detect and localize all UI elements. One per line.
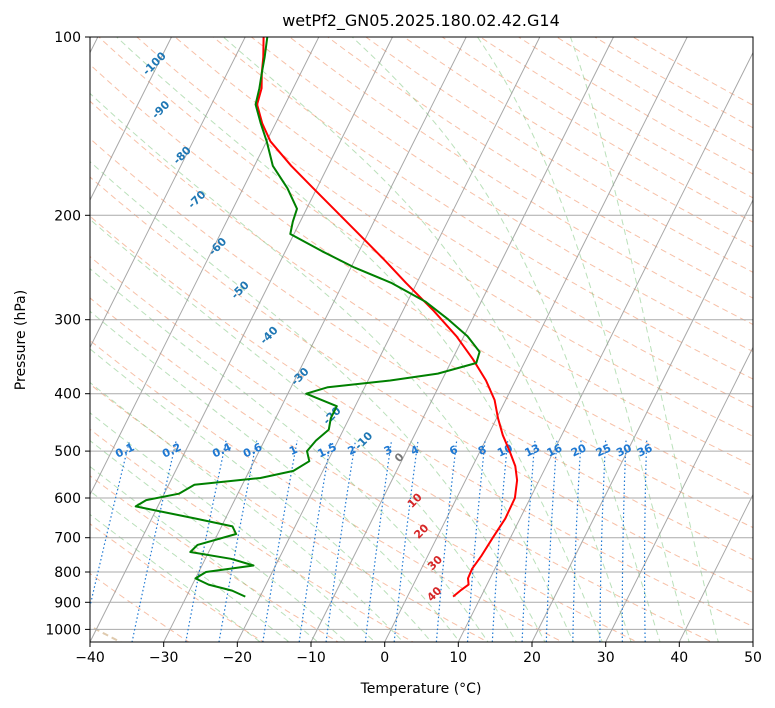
isotherm-line [90,37,393,642]
y-tick-label: 500 [54,444,81,460]
dry-adiabat-line [90,428,414,642]
x-tick-label: 0 [380,650,389,666]
isotherm-line [90,37,172,202]
mixing-ratio-line [491,440,509,642]
dry-adiabat-line [288,37,753,326]
mixing-ratio-line [599,440,607,642]
isotherm-line [457,51,753,642]
y-tick-label: 800 [54,565,81,581]
mixing-ratio-line [393,440,419,642]
x-tick-label: −30 [149,650,179,666]
plot-area: 0.1 0.2 0.4 0.6 1 1.5 2 3 4 6 8 10 13 16 20 25 30 36-100-… [90,37,753,642]
isotherm-line [531,198,753,642]
y-tick-label: 300 [54,313,81,329]
dry-adiabat-line [90,215,753,628]
y-tick-label: 200 [54,208,81,224]
isotherm-line [384,37,688,642]
y-tick-label: 900 [54,595,81,611]
mixing-ratio-line [545,440,558,642]
dry-adiabat-line [136,37,753,437]
y-tick-label: 400 [54,387,81,403]
temperature-profile-line [256,37,519,598]
mixing-ratio-line [572,440,582,642]
x-tick-label: 30 [597,650,615,666]
isotherm-line [236,37,541,642]
mixing-ratio-line [644,440,648,642]
chart-title: wetPf2_GN05.2025.180.02.42.G14 [282,11,560,31]
dry-adiabat-line [90,100,753,529]
mixing-ratio-line [521,440,536,642]
x-tick-label: 50 [744,650,762,666]
dry-adiabat-line [174,37,753,408]
dewpoint-profile-line [134,37,481,598]
dry-adiabat-line [90,137,753,561]
mixing-ratio-label: 36 [635,441,655,459]
mixing-ratio-line [325,440,357,642]
y-tick-label: 700 [54,531,81,547]
x-tick-label: 20 [523,650,541,666]
x-axis-label: Temperature (°C) [360,681,482,697]
mixing-ratio-line [621,440,627,642]
isotherm-line [90,37,246,349]
mixing-ratio-label: 16 [545,441,565,459]
dry-adiabats [90,37,753,642]
y-tick-label: 100 [54,30,81,46]
mixing-ratio-label: 20 [569,441,589,459]
x-axis-ticks: −40 −30 −20 −10 0 10 20 30 40 50 [75,642,762,666]
plot-frame [89,36,754,643]
mixing-ratio-line [364,440,393,642]
dry-adiabat-line [90,339,564,642]
mixing-ratio-label: 30 [614,441,634,459]
mixing-ratio-line [298,440,332,642]
isobar-gridlines [90,37,753,630]
dry-adiabat-line [90,297,639,642]
y-axis-ticks: 100 200 300 400 500 600 700 800 900 1000 [45,30,90,638]
y-axis-label: Pressure (hPa) [13,290,29,390]
x-tick-label: −20 [223,650,253,666]
dry-adiabat-line [90,255,713,642]
x-tick-label: 40 [670,650,688,666]
dry-adiabat-line [90,63,753,497]
isotherm-line [310,37,614,642]
moist-adiabat-line [90,439,348,642]
y-tick-label: 1000 [45,622,81,638]
sounding-series [134,37,519,598]
mixing-ratio-label: 13 [523,441,542,459]
mixing-ratio-label: 25 [594,441,613,459]
dry-adiabat-line [90,475,340,642]
dry-adiabat-line [90,176,753,594]
y-tick-label: 600 [54,491,81,507]
isotherm-line [678,493,753,642]
x-tick-label: 10 [449,650,467,666]
x-tick-label: −40 [75,650,105,666]
mixing-ratio-lines [90,440,648,642]
x-tick-label: −10 [296,650,326,666]
isotherm-line [605,346,753,642]
dry-adiabat-line [250,37,753,353]
